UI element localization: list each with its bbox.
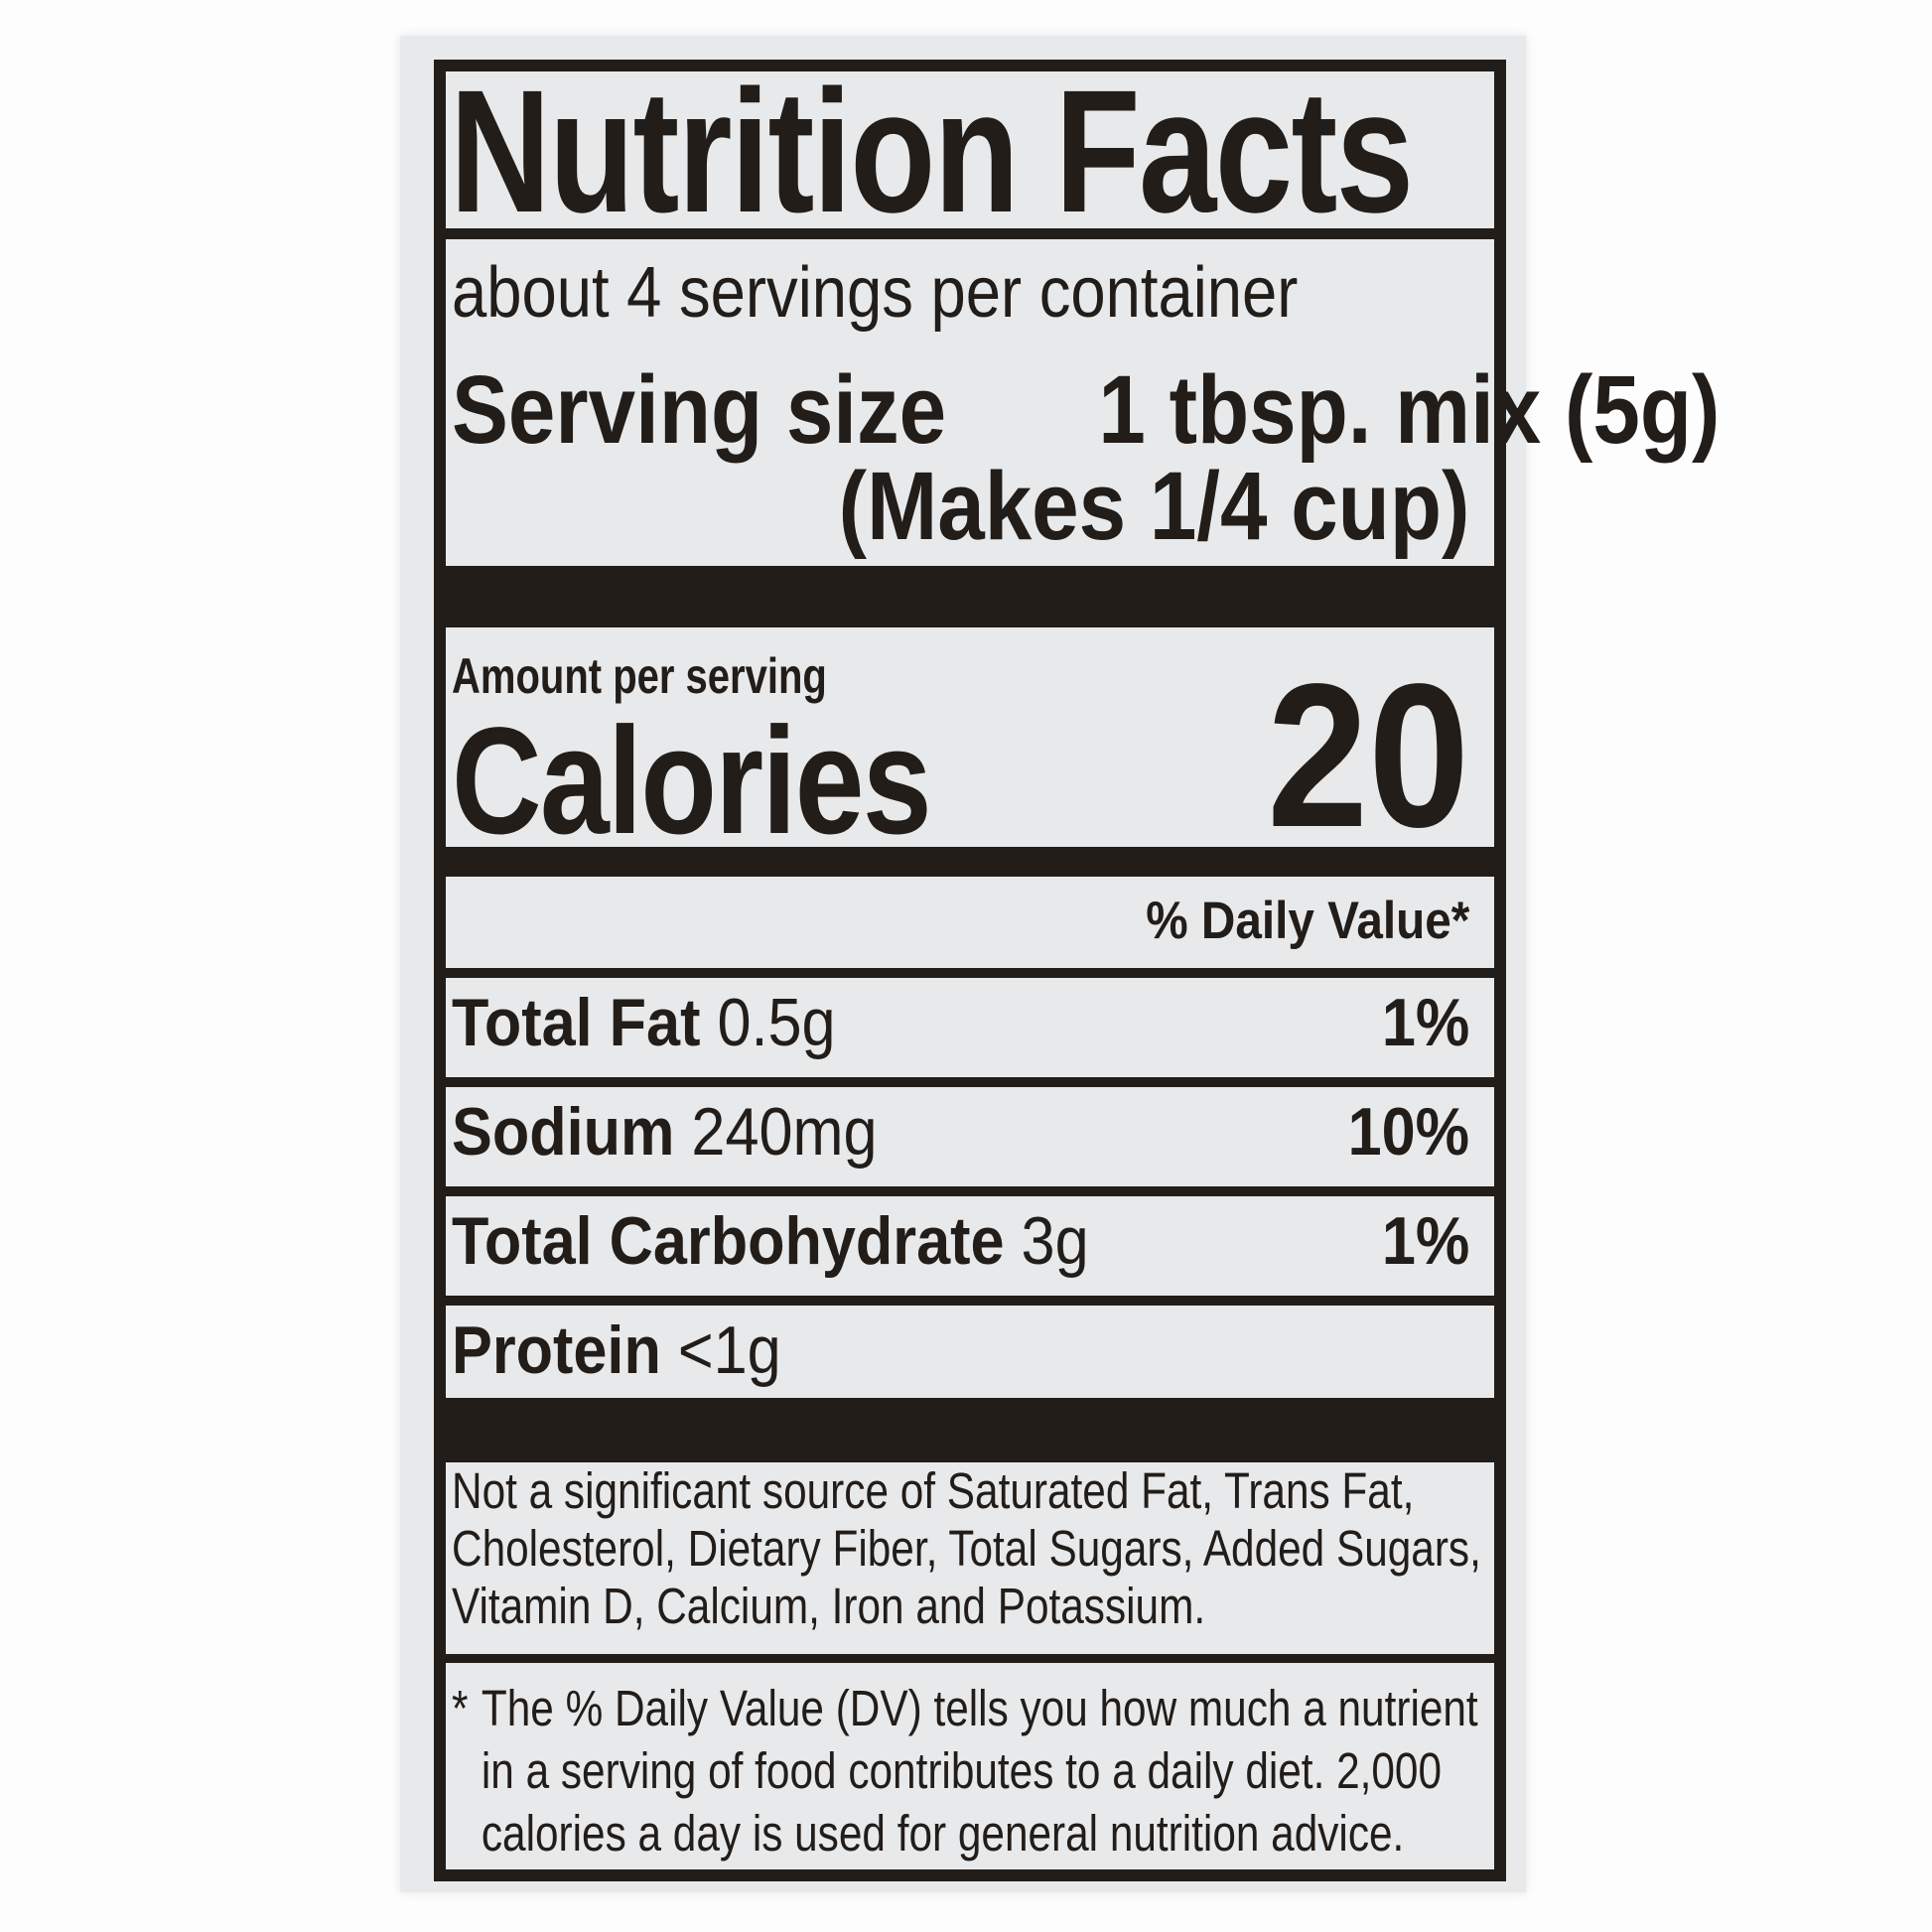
- servings-per-container: about 4 servings per container: [452, 257, 1414, 329]
- calories-label-text: Calories: [452, 696, 932, 866]
- nutrient-name-amount: Sodium 240mg: [452, 1098, 878, 1166]
- divider-rule: [446, 968, 1494, 978]
- footnote-divider-rule: [446, 1654, 1494, 1663]
- serving-size-note-text: (Makes 1/4 cup): [838, 452, 1469, 560]
- nutrient-amount: <1g: [677, 1312, 781, 1388]
- calories-value-text: 20: [1267, 641, 1469, 870]
- note-line: Not a significant source of Saturated Fa…: [452, 1462, 1415, 1519]
- separator-bar-thick-top: [446, 566, 1494, 627]
- nutrient-name-amount: Total Carbohydrate 3g: [452, 1207, 1089, 1275]
- nutrient-dv: 1%: [1381, 985, 1469, 1060]
- nutrition-facts-title-text: Nutrition Facts: [450, 55, 1414, 249]
- calories-label: Calories: [452, 705, 1035, 857]
- calories-value: 20: [1242, 653, 1469, 858]
- separator-bar-thick-bottom: [446, 1398, 1494, 1462]
- label-paper: Nutrition Facts about 4 servings per con…: [400, 36, 1721, 1892]
- nutrient-amount: 240mg: [691, 1094, 878, 1170]
- nutrient-amount: 0.5g: [717, 985, 836, 1060]
- label-content: Nutrition Facts about 4 servings per con…: [446, 65, 1721, 1869]
- footnote-line: in a serving of food contributes to a da…: [481, 1742, 1443, 1799]
- nutrient-dv: 10%: [1347, 1094, 1469, 1170]
- not-significant-lines: Not a significant source of Saturated Fa…: [452, 1462, 1481, 1635]
- label-border-box: Nutrition Facts about 4 servings per con…: [434, 60, 1721, 1881]
- divider-rule: [446, 1077, 1494, 1087]
- footnote-line: The % Daily Value (DV) tells you how muc…: [481, 1680, 1478, 1736]
- nutrient-name: Total Fat: [452, 985, 701, 1060]
- serving-size-note: (Makes 1/4 cup): [753, 458, 1469, 554]
- nutrient-name-amount: Protein <1g: [452, 1316, 781, 1384]
- footnote-inner: * The % Daily Value (DV) tells you how m…: [452, 1677, 1478, 1864]
- nutrient-name: Sodium: [452, 1094, 675, 1170]
- nutrient-row-sodium: Sodium 240mg 10%: [446, 1098, 1494, 1166]
- not-significant-note: Not a significant source of Saturated Fa…: [452, 1462, 1692, 1635]
- serving-size-value: 1 tbsp. mix (5g): [1098, 355, 1721, 464]
- daily-value-header: % Daily Value*: [1110, 895, 1469, 947]
- note-line: Cholesterol, Dietary Fiber, Total Sugars…: [452, 1520, 1481, 1577]
- serving-size-label: Serving size: [452, 355, 947, 464]
- nutrient-name: Protein: [452, 1312, 661, 1388]
- nutrient-name-amount: Total Fat 0.5g: [452, 989, 836, 1056]
- divider-rule: [446, 1186, 1494, 1196]
- footnote-lines-wrap: * The % Daily Value (DV) tells you how m…: [452, 1677, 1478, 1864]
- title-divider-rule: [446, 228, 1494, 239]
- serving-size-row: Serving size 1 tbsp. mix (5g): [446, 355, 1721, 464]
- separator-bar-medium: [446, 847, 1494, 877]
- nutrient-name: Total Carbohydrate: [452, 1203, 1005, 1279]
- nutrient-amount: 3g: [1021, 1203, 1089, 1279]
- nutrient-row-total-carbohydrate: Total Carbohydrate 3g 1%: [446, 1207, 1494, 1275]
- amount-per-serving-label: Amount per serving: [452, 651, 920, 701]
- nutrient-row-protein: Protein <1g: [446, 1316, 1494, 1384]
- nutrient-dv: 1%: [1381, 1203, 1469, 1279]
- servings-per-container-text: about 4 servings per container: [452, 253, 1299, 333]
- footnote-marker: *: [452, 1680, 469, 1736]
- divider-rule: [446, 1296, 1494, 1306]
- daily-value-footnote: * The % Daily Value (DV) tells you how m…: [452, 1677, 1688, 1864]
- amount-per-serving-text: Amount per serving: [452, 648, 827, 704]
- footnote-line: calories a day is used for general nutri…: [481, 1805, 1405, 1862]
- nutrition-facts-title: Nutrition Facts: [450, 65, 1653, 239]
- note-line: Vitamin D, Calcium, Iron and Potassium.: [452, 1578, 1206, 1634]
- nutrient-row-total-fat: Total Fat 0.5g 1%: [446, 989, 1494, 1056]
- daily-value-header-text: % Daily Value*: [1145, 892, 1469, 950]
